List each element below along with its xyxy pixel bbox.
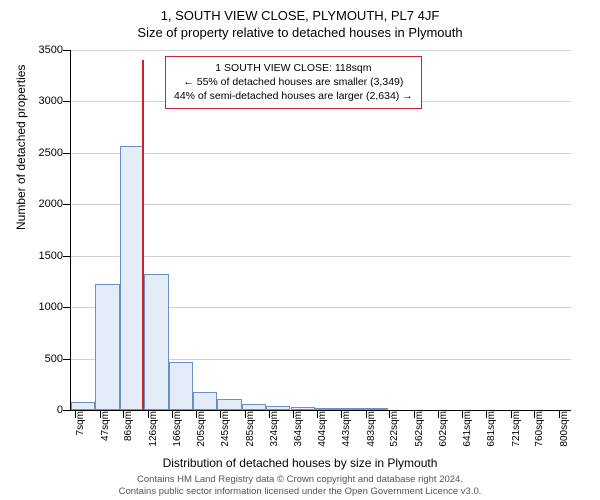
- title-main: 1, SOUTH VIEW CLOSE, PLYMOUTH, PL7 4JF: [0, 0, 600, 23]
- footer-line-1: Contains HM Land Registry data © Crown c…: [0, 474, 600, 486]
- y-tick-label: 500: [45, 353, 63, 365]
- property-marker-line: [142, 60, 144, 410]
- x-tick-label: 86sqm: [123, 411, 134, 441]
- y-tick: [63, 101, 71, 102]
- y-tick-label: 0: [57, 404, 63, 416]
- y-tick-label: 2500: [39, 147, 63, 159]
- y-tick: [63, 204, 71, 205]
- y-tick: [63, 153, 71, 154]
- y-tick: [63, 307, 71, 308]
- histogram-bar: [71, 402, 95, 410]
- y-tick: [63, 410, 71, 411]
- y-axis-title: Number of detached properties: [14, 65, 28, 230]
- histogram-bar: [339, 408, 363, 410]
- y-tick-label: 1000: [39, 301, 63, 313]
- y-tick-label: 2000: [39, 198, 63, 210]
- chart-area: 05001000150020002500300035007sqm47sqm86s…: [70, 50, 570, 410]
- histogram-bar: [217, 399, 241, 410]
- x-tick-label: 47sqm: [100, 411, 111, 441]
- y-tick-label: 3500: [39, 44, 63, 56]
- footer-line-2: Contains public sector information licen…: [0, 486, 600, 498]
- grid-line: [71, 256, 571, 257]
- histogram-bar: [95, 284, 119, 411]
- histogram-bar: [315, 408, 339, 410]
- x-axis-title: Distribution of detached houses by size …: [0, 456, 600, 470]
- grid-line: [71, 204, 571, 205]
- histogram-bar: [120, 146, 144, 410]
- x-tick-label: 641sqm: [462, 411, 473, 447]
- chart-container: 1, SOUTH VIEW CLOSE, PLYMOUTH, PL7 4JF S…: [0, 0, 600, 500]
- x-tick-label: 205sqm: [196, 411, 207, 447]
- info-box-line: ← 55% of detached houses are smaller (3,…: [174, 75, 413, 89]
- y-tick: [63, 50, 71, 51]
- histogram-bar: [144, 274, 168, 410]
- x-tick-label: 126sqm: [148, 411, 159, 447]
- x-tick-label: 285sqm: [245, 411, 256, 447]
- histogram-bar: [169, 362, 193, 410]
- x-tick-label: 562sqm: [414, 411, 425, 447]
- x-tick-label: 324sqm: [269, 411, 280, 447]
- x-tick-label: 681sqm: [486, 411, 497, 447]
- info-box-line: 1 SOUTH VIEW CLOSE: 118sqm: [174, 61, 413, 75]
- histogram-bar: [291, 407, 315, 410]
- title-sub: Size of property relative to detached ho…: [0, 23, 600, 40]
- grid-line: [71, 153, 571, 154]
- y-tick-label: 3000: [39, 95, 63, 107]
- x-tick-label: 245sqm: [220, 411, 231, 447]
- info-box-line: 44% of semi-detached houses are larger (…: [174, 89, 413, 103]
- x-tick-label: 522sqm: [389, 411, 400, 447]
- x-tick-label: 443sqm: [341, 411, 352, 447]
- x-tick-label: 404sqm: [317, 411, 328, 447]
- y-tick: [63, 359, 71, 360]
- y-tick-label: 1500: [39, 250, 63, 262]
- x-tick-label: 602sqm: [438, 411, 449, 447]
- x-tick-label: 760sqm: [534, 411, 545, 447]
- x-tick-label: 800sqm: [559, 411, 570, 447]
- x-tick-label: 166sqm: [172, 411, 183, 447]
- x-tick-label: 7sqm: [75, 411, 86, 435]
- x-tick-label: 364sqm: [293, 411, 304, 447]
- grid-line: [71, 50, 571, 51]
- histogram-bar: [364, 408, 388, 410]
- x-tick-label: 483sqm: [366, 411, 377, 447]
- histogram-bar: [266, 406, 290, 410]
- footer: Contains HM Land Registry data © Crown c…: [0, 474, 600, 498]
- y-tick: [63, 256, 71, 257]
- histogram-bar: [193, 392, 217, 411]
- info-box: 1 SOUTH VIEW CLOSE: 118sqm← 55% of detac…: [165, 56, 422, 109]
- plot-region: 05001000150020002500300035007sqm47sqm86s…: [70, 50, 571, 411]
- x-tick-label: 721sqm: [511, 411, 522, 447]
